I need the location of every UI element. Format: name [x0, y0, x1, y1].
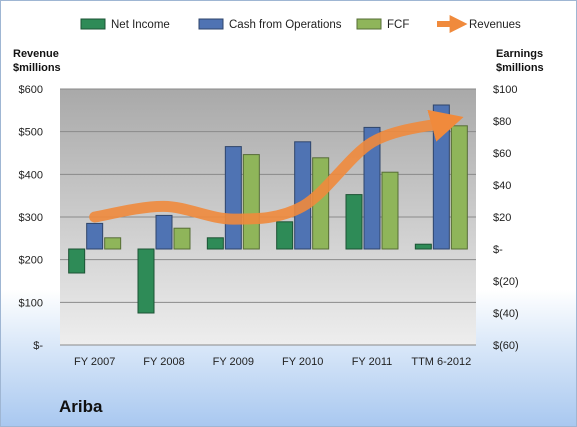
right-tick-label: $(40) — [493, 308, 519, 320]
legend-swatch-fcf — [356, 18, 382, 30]
bar-net-income-1 — [137, 248, 155, 314]
left-tick-label: $- — [33, 340, 43, 352]
right-axis-title: Earnings — [496, 48, 543, 60]
legend: Net Income Cash from Operations FCF Revenue… — [80, 15, 521, 33]
bar-net-income-3 — [276, 221, 294, 250]
right-tick-label: $20 — [493, 212, 511, 224]
left-axis-title: Revenue — [13, 48, 59, 60]
legend-swatch-cash-from-operations — [198, 18, 224, 30]
company-name: Ariba — [59, 397, 103, 416]
right-tick-label: $80 — [493, 116, 511, 128]
right-tick-label: $40 — [493, 180, 511, 192]
bar-fcf-2 — [242, 154, 260, 250]
left-tick-label: $500 — [19, 127, 43, 139]
bar-fcf-1 — [173, 227, 191, 250]
bar-cash-from-operations-2 — [224, 146, 242, 250]
right-tick-label: $(20) — [493, 276, 519, 288]
bar-cash-from-operations-1 — [155, 214, 173, 250]
legend-label-net-income: Net Income — [111, 19, 170, 31]
left-tick-label: $200 — [19, 255, 43, 267]
right-tick-label: $100 — [493, 84, 517, 96]
legend-label-fcf: FCF — [387, 19, 409, 31]
revenue-line — [89, 109, 464, 225]
bar-fcf-5 — [450, 125, 468, 250]
left-tick-label: $400 — [19, 169, 43, 181]
bar-cash-from-operations-3 — [294, 141, 312, 250]
legend-label-cash-from-operations: Cash from Operations — [229, 19, 342, 31]
bar-fcf-0 — [104, 237, 122, 250]
category-label: FY 2008 — [143, 356, 184, 368]
bar-net-income-5 — [414, 243, 432, 250]
category-label: TTM 6-2012 — [411, 356, 471, 368]
left-tick-label: $600 — [19, 84, 43, 96]
legend-swatch-net-income — [80, 18, 106, 30]
category-label: FY 2010 — [282, 356, 323, 368]
right-tick-label: $60 — [493, 148, 511, 160]
category-label: FY 2011 — [352, 356, 393, 368]
bar-net-income-0 — [68, 248, 86, 274]
right-axis-subtitle: $millions — [496, 62, 544, 74]
bar-net-income-4 — [345, 194, 363, 250]
right-tick-label: $(60) — [493, 340, 519, 352]
category-label: FY 2007 — [74, 356, 115, 368]
bar-net-income-2 — [206, 237, 224, 250]
left-tick-label: $100 — [19, 297, 43, 309]
revenue-line-series — [89, 109, 464, 225]
axes: $- $100 $200 $300 $400 $500 $600 $(60) $(40) $(20… — [13, 48, 544, 368]
left-tick-label: $300 — [19, 212, 43, 224]
right-tick-label: $- — [493, 244, 503, 256]
bar-fcf-4 — [381, 171, 399, 250]
legend-label-revenues: Revenues — [469, 19, 521, 31]
category-label: FY 2009 — [213, 356, 254, 368]
left-axis-subtitle: $millions — [13, 62, 61, 74]
bar-cash-from-operations-0 — [86, 222, 104, 250]
bar-cash-from-operations-4 — [363, 126, 381, 250]
